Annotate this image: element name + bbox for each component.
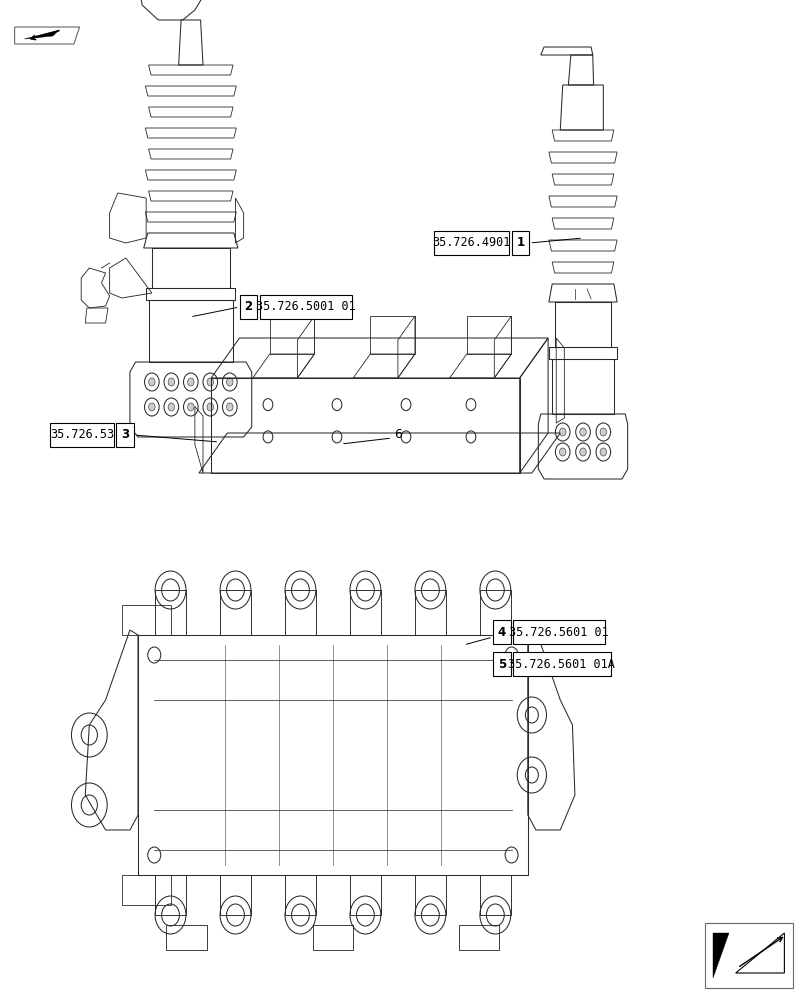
Text: 4: 4 [497, 626, 505, 639]
Circle shape [168, 378, 174, 386]
Circle shape [187, 403, 194, 411]
FancyBboxPatch shape [434, 231, 508, 255]
Bar [285, 875, 315, 915]
FancyBboxPatch shape [239, 295, 257, 319]
Text: 1: 1 [516, 236, 524, 249]
FancyBboxPatch shape [116, 423, 134, 447]
Bar [350, 875, 380, 915]
Bar [220, 875, 251, 915]
Circle shape [226, 378, 233, 386]
Circle shape [579, 428, 586, 436]
Text: 6: 6 [393, 428, 401, 440]
Bar [155, 590, 186, 635]
Text: 35.726.5601 01: 35.726.5601 01 [508, 626, 608, 639]
Text: 35.726.53: 35.726.53 [50, 428, 114, 442]
Polygon shape [712, 933, 728, 978]
FancyBboxPatch shape [492, 620, 510, 644]
Circle shape [207, 378, 213, 386]
Bar [704, 923, 792, 988]
FancyBboxPatch shape [492, 652, 510, 676]
Bar [479, 875, 510, 915]
Bar [155, 875, 186, 915]
Circle shape [148, 403, 155, 411]
Bar [220, 590, 251, 635]
FancyBboxPatch shape [513, 620, 604, 644]
Circle shape [207, 403, 213, 411]
FancyBboxPatch shape [511, 231, 529, 255]
Polygon shape [24, 30, 59, 39]
Bar [138, 635, 527, 875]
FancyBboxPatch shape [260, 295, 351, 319]
Text: 2: 2 [244, 300, 252, 314]
Bar [414, 875, 445, 915]
FancyBboxPatch shape [513, 652, 610, 676]
Circle shape [599, 448, 606, 456]
Circle shape [599, 428, 606, 436]
Text: 3: 3 [121, 428, 129, 442]
Circle shape [148, 378, 155, 386]
Bar [285, 590, 315, 635]
Circle shape [559, 448, 565, 456]
Circle shape [226, 403, 233, 411]
Bar [350, 590, 380, 635]
Text: 5: 5 [497, 658, 505, 670]
Polygon shape [15, 27, 79, 44]
Text: 35.726.4901: 35.726.4901 [432, 236, 510, 249]
FancyBboxPatch shape [50, 423, 114, 447]
Circle shape [579, 448, 586, 456]
Text: 35.726.5601 01A: 35.726.5601 01A [508, 658, 615, 670]
Circle shape [187, 378, 194, 386]
Bar [414, 590, 445, 635]
Circle shape [559, 428, 565, 436]
Text: 35.726.5001 01: 35.726.5001 01 [255, 300, 355, 314]
Bar [479, 590, 510, 635]
Circle shape [168, 403, 174, 411]
